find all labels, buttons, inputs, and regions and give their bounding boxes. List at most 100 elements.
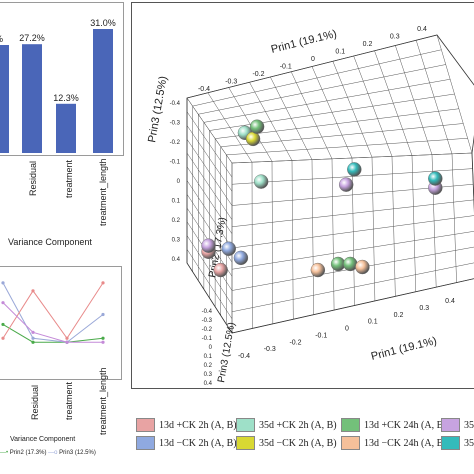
legend-item-6: 13d −CK 24h (A, B) [341,436,447,450]
line-point-2-2 [65,336,69,340]
line-xtick-residual: Residual [30,384,40,420]
box-outline [186,34,474,334]
group-legend: 13d +CK 2h (A, B) 35d +CK 2h (A, B) 13d +C… [136,418,474,474]
bottom-tick-4: 0 [345,326,349,333]
variance-bar-chart: % 27.2% 12.3% 31.0% [0,2,124,156]
bottom-tick-5: 0.1 [368,319,378,326]
line-point-3-3 [101,340,105,344]
pca-point-12 [213,262,228,278]
pca-point-13 [310,262,326,278]
line-legend-prin3: Prin3 (12.5%) [59,450,96,456]
axis-title-prin1-top: Prin1 (19.1%) [270,28,338,56]
axis-title-prin3-bottom: Prin3 (12.5%) [216,321,237,383]
pca-point-8 [221,241,236,256]
legend-swatch-1 [236,418,255,432]
lower-left-tick-2: -0.2 [202,327,213,333]
pca-point-14 [330,256,346,272]
legend-swatch-3 [441,418,460,432]
bar-0 [0,45,9,153]
lower-left-tick-5: 0.1 [204,354,213,360]
axis-title-prin3-left: Prin3 (12.5%) [146,75,169,143]
left-tick-4: 0 [177,179,181,185]
left-tick-1: -0.3 [170,121,181,127]
line-point-3-0 [1,301,5,305]
legend-item-2: 13d +CK 24h (A, B) [341,418,447,432]
legend-swatch-0 [136,418,155,432]
grid-line-back-h-3 [231,199,474,227]
legend-swatch-2 [341,418,360,432]
pca-3d-plot: -0.4 -0.4 -0.4 -0.4 -0.3 -0.3 -0.3 -0.3 -0.2 -0.2… [131,2,474,389]
pca-point-4 [347,162,362,177]
bar-3 [93,29,113,153]
grid-line-top-b-7 [226,138,468,156]
bar-data-label-1: 27.2% [19,33,45,43]
pca-point-16 [355,259,370,275]
top-tick-5: 0.1 [335,49,345,56]
line-point-1-3 [101,312,105,317]
grid-line-top-b-3 [203,79,451,123]
bottom-tick-0: -0.4 [238,353,250,360]
pca-point-7 [428,171,443,186]
grid-line-back-h-4 [231,215,474,249]
line-xtick-treatment: treatment [64,381,74,420]
legend-label-4: 13d −CK 2h (A, B) [159,437,237,449]
legend-item-5: 35d −CK 2h (A, B) [236,436,337,450]
legend-label-5: 35d −CK 2h (A, B) [259,437,337,449]
legend-item-4: 13d −CK 2h (A, B) [136,436,237,450]
line-point-0-0 [1,322,5,327]
legend-swatch-5 [236,436,255,450]
line-point-2-3 [101,281,105,285]
axis-title-prin1-bottom: Prin1 (19.1%) [370,335,438,363]
line-point-1-1 [31,336,35,340]
line-chart-svg [1,281,105,344]
legend-label-1: 35d +CK 2h (A, B) [259,419,337,431]
legend-item-1: 35d +CK 2h (A, B) [236,418,337,432]
left-tick-0: -0.4 [170,101,181,107]
bar-2 [56,103,76,153]
legend-label-7: 35d [464,437,474,449]
top-tick-6: 0.2 [363,41,373,48]
bottom-tick-2: -0.2 [289,339,301,346]
line-series-3 [2,302,103,343]
line-point-3-2 [65,340,69,344]
legend-swatch-4 [136,436,155,450]
lower-left-tick-7: 0.3 [204,372,213,378]
bottom-tick-7: 0.3 [419,305,429,312]
top-tick-3: -0.1 [280,64,292,71]
grid-line-top-b-1 [192,49,442,107]
grid-line-top-b-2 [198,64,446,115]
lower-left-tick-0: -0.4 [202,309,213,315]
bottom-tick-8: 0.4 [445,298,455,305]
left-tick-8: 0.4 [172,257,181,263]
line-x-axis-label: Variance Component [10,436,76,443]
bar-1 [22,44,42,154]
lower-left-tick-8: 0.4 [204,381,213,387]
legend-item-3: 35d [441,418,474,432]
legend-swatch-7 [441,436,460,450]
legend-label-6: 13d −CK 24h (A, B) [364,437,447,449]
line-point-0-3 [101,336,105,340]
lower-left-tick-3: -0.1 [202,336,213,342]
left-tick-7: 0.3 [172,238,181,244]
pca-3d-svg: -0.4 -0.4 -0.4 -0.4 -0.3 -0.3 -0.3 -0.3 -0.2 -0.2… [146,26,474,387]
top-tick-0: -0.4 [198,86,210,93]
bar-data-label-0: % [0,34,3,44]
lower-left-tick-4: 0 [209,345,213,351]
grid-line-top-b-6 [220,123,464,147]
line-point-0-1 [31,340,35,344]
bar-xtick-residual: Residual [28,160,38,196]
top-tick-7: 0.3 [390,34,400,41]
top-tick-1: -0.3 [225,79,237,86]
line-series-1 [2,282,104,343]
bottom-tick-3: -0.1 [315,332,327,339]
top-tick-4: 0 [311,56,315,63]
left-tick-6: 0.2 [172,218,181,224]
line-point-3-1 [31,330,35,334]
bottom-tick-1: -0.3 [264,346,276,353]
grid-line-back-h-0 [231,152,473,164]
left-tick-2: -0.2 [170,140,181,146]
grid-line-back-h-1 [231,168,473,185]
variance-line-chart [0,266,122,380]
pca-point-15 [343,256,358,272]
pca-point-10 [201,238,216,253]
